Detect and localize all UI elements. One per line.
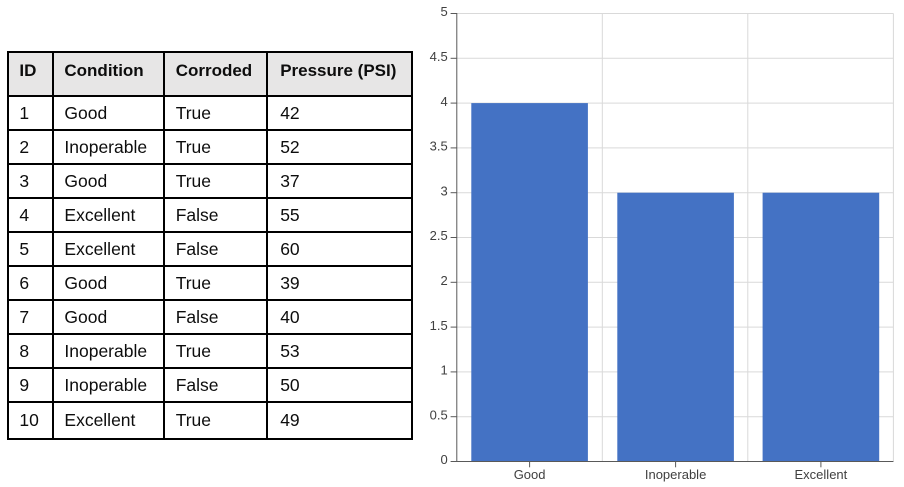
svg-text:2: 2 — [440, 273, 447, 288]
svg-text:0.5: 0.5 — [430, 407, 448, 422]
svg-text:3: 3 — [440, 183, 447, 198]
svg-text:Inoperable: Inoperable — [645, 467, 706, 482]
svg-text:Good: Good — [514, 467, 546, 482]
svg-text:5: 5 — [440, 4, 447, 19]
svg-text:Excellent: Excellent — [795, 467, 848, 482]
svg-text:3.5: 3.5 — [430, 139, 448, 154]
svg-text:4.5: 4.5 — [430, 49, 448, 64]
svg-text:0: 0 — [440, 452, 447, 467]
svg-text:1.5: 1.5 — [430, 318, 448, 333]
svg-text:1: 1 — [440, 363, 447, 378]
svg-text:4: 4 — [440, 94, 447, 109]
svg-text:2.5: 2.5 — [430, 228, 448, 243]
